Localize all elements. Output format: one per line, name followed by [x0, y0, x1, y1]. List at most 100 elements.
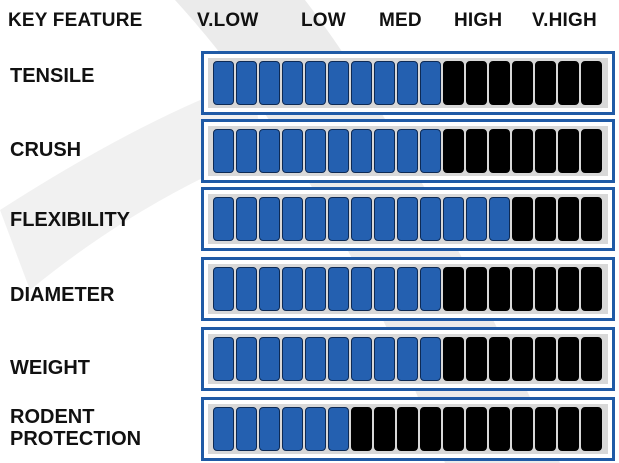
- meter-segment-empty: [466, 267, 487, 311]
- key-feature-heading: KEY FEATURE: [8, 10, 143, 31]
- meter-segment-filled: [282, 267, 303, 311]
- meter-segment-filled: [420, 197, 441, 241]
- meter-segment-filled: [236, 197, 257, 241]
- meter-segment-filled: [259, 267, 280, 311]
- meter-segment-filled: [259, 197, 280, 241]
- meter-segment-empty: [443, 61, 464, 105]
- meter-segment-filled: [305, 337, 326, 381]
- meter-segment-filled: [489, 197, 510, 241]
- meter-segment-empty: [443, 337, 464, 381]
- level-label-high: HIGH: [454, 10, 503, 31]
- meter-segment-filled: [351, 197, 372, 241]
- meter-segment-filled: [328, 407, 349, 451]
- meter-segment-filled: [397, 129, 418, 173]
- feature-label: FLEXIBILITY: [10, 209, 130, 231]
- meter-segment-filled: [236, 407, 257, 451]
- feature-row-crush: CRUSH: [0, 119, 619, 183]
- meter-segment-filled: [213, 267, 234, 311]
- meter-segment-filled: [420, 129, 441, 173]
- level-meter: [201, 51, 615, 115]
- meter-segment-empty: [443, 267, 464, 311]
- meter-segment-empty: [512, 197, 533, 241]
- meter-segment-filled: [213, 337, 234, 381]
- meter-segment-filled: [236, 61, 257, 105]
- feature-row-tensile: TENSILE: [0, 51, 619, 115]
- feature-label: CRUSH: [10, 139, 82, 161]
- meter-segment-filled: [236, 337, 257, 381]
- level-meter: [201, 327, 615, 391]
- meter-segment-empty: [512, 267, 533, 311]
- meter-segment-empty: [489, 129, 510, 173]
- meter-segment-filled: [374, 61, 395, 105]
- meter-segment-empty: [512, 407, 533, 451]
- meter-segment-empty: [466, 407, 487, 451]
- meter-segment-filled: [420, 337, 441, 381]
- meter-segment-empty: [581, 129, 602, 173]
- meter-segment-filled: [213, 407, 234, 451]
- meter-segment-empty: [535, 407, 556, 451]
- meter-segment-empty: [558, 337, 579, 381]
- meter-segment-empty: [443, 129, 464, 173]
- meter-segment-empty: [581, 267, 602, 311]
- meter-segment-filled: [236, 267, 257, 311]
- meter-segment-empty: [581, 197, 602, 241]
- feature-label: RODENT PROTECTION: [10, 406, 142, 450]
- feature-label: TENSILE: [10, 65, 95, 87]
- header-row: KEY FEATURE V.LOW LOW MED HIGH V.HIGH: [0, 10, 619, 36]
- meter-segment-filled: [213, 129, 234, 173]
- meter-segment-filled: [305, 61, 326, 105]
- meter-segment-empty: [535, 337, 556, 381]
- meter-segment-filled: [213, 61, 234, 105]
- meter-segment-filled: [443, 197, 464, 241]
- meter-segment-filled: [259, 407, 280, 451]
- meter-segment-empty: [535, 61, 556, 105]
- meter-segment-filled: [397, 61, 418, 105]
- level-meter: [201, 397, 615, 461]
- meter-segment-empty: [581, 407, 602, 451]
- meter-segment-filled: [305, 267, 326, 311]
- meter-segment-filled: [374, 129, 395, 173]
- meter-segment-empty: [489, 337, 510, 381]
- meter-segment-filled: [351, 61, 372, 105]
- meter-segment-filled: [351, 129, 372, 173]
- level-label-vlow: V.LOW: [197, 10, 259, 31]
- meter-segment-empty: [489, 61, 510, 105]
- meter-segment-empty: [351, 407, 372, 451]
- meter-segment-empty: [558, 267, 579, 311]
- meter-segment-filled: [236, 129, 257, 173]
- meter-segment-filled: [213, 197, 234, 241]
- meter-segment-empty: [397, 407, 418, 451]
- feature-label: WEIGHT: [10, 357, 90, 379]
- meter-segment-filled: [259, 337, 280, 381]
- meter-segment-filled: [374, 267, 395, 311]
- meter-segment-filled: [259, 129, 280, 173]
- level-meter: [201, 119, 615, 183]
- meter-segment-filled: [282, 337, 303, 381]
- meter-segment-empty: [512, 129, 533, 173]
- meter-segment-filled: [259, 61, 280, 105]
- level-label-vhigh: V.HIGH: [532, 10, 597, 31]
- meter-segment-filled: [328, 337, 349, 381]
- meter-segment-filled: [374, 337, 395, 381]
- level-meter: [201, 257, 615, 321]
- meter-segment-filled: [420, 61, 441, 105]
- meter-segment-filled: [397, 197, 418, 241]
- meter-segment-filled: [420, 267, 441, 311]
- level-label-med: MED: [379, 10, 422, 31]
- meter-segment-empty: [558, 129, 579, 173]
- meter-segment-filled: [328, 267, 349, 311]
- meter-segment-filled: [374, 197, 395, 241]
- feature-row-diameter: DIAMETER: [0, 257, 619, 321]
- feature-row-rodent-protection: RODENT PROTECTION: [0, 397, 619, 461]
- meter-segment-empty: [558, 61, 579, 105]
- meter-segment-filled: [305, 197, 326, 241]
- meter-segment-empty: [374, 407, 395, 451]
- meter-segment-filled: [351, 337, 372, 381]
- meter-segment-empty: [512, 61, 533, 105]
- meter-segment-empty: [466, 129, 487, 173]
- feature-row-flexibility: FLEXIBILITY: [0, 187, 619, 251]
- meter-segment-filled: [397, 337, 418, 381]
- meter-segment-filled: [305, 407, 326, 451]
- meter-segment-filled: [282, 197, 303, 241]
- meter-segment-filled: [351, 267, 372, 311]
